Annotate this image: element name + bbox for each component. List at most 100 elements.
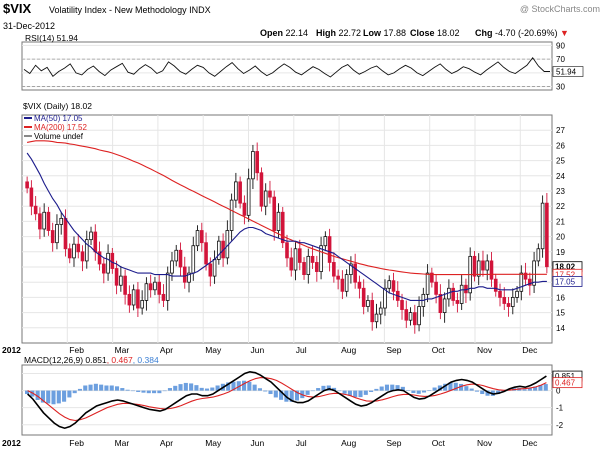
price-candle-body — [498, 290, 502, 298]
macd-histogram-bar — [67, 390, 72, 398]
price-candle-body — [170, 260, 174, 274]
macd-x-label: Jul — [296, 438, 307, 448]
price-candle-body — [191, 245, 196, 274]
macd-x-label: Aug — [341, 438, 356, 448]
rsi-last-value: 51.94 — [556, 68, 577, 77]
macd-x-label: Oct — [432, 438, 446, 448]
macd-title: MACD(12,26,9) 0.851, 0.467, 0.384 — [24, 355, 159, 365]
price-candle-body — [285, 242, 289, 259]
chart-date: 31-Dec-2012 — [3, 21, 55, 31]
ohlc-high: High 22.72 — [316, 28, 361, 38]
price-candle-body — [451, 287, 455, 301]
price-candle-body — [302, 262, 306, 276]
ohlc-value: 22.72 — [339, 28, 362, 38]
macd-histogram-bar — [93, 383, 98, 391]
macd-histogram-bar — [83, 385, 88, 391]
price-candle-body — [280, 211, 285, 244]
price-candle-body — [297, 248, 302, 263]
price-candle-body — [136, 289, 140, 309]
price-candle-body — [131, 289, 136, 306]
price-candle-body — [361, 287, 366, 307]
macd-histogram-bar — [421, 390, 427, 393]
price-candle-body — [144, 283, 149, 301]
price-candle-body — [391, 280, 396, 292]
price-candle-body — [195, 230, 200, 247]
rsi-y-tick-label: 30 — [556, 83, 565, 92]
macd-x-label: 2012 — [2, 438, 21, 448]
ohlc-value: 18.02 — [437, 28, 460, 38]
price-candle-body — [327, 236, 332, 263]
price-candle-body — [199, 230, 204, 244]
macd-histogram-bar — [411, 390, 416, 393]
macd-histogram-bar — [522, 389, 527, 391]
macd-histogram-bar — [30, 390, 35, 397]
macd-histogram-bar — [88, 384, 93, 391]
macd-histogram-bar — [337, 390, 342, 392]
price-frame — [21, 114, 553, 344]
price-candle-body — [425, 272, 430, 295]
price-candle-body — [140, 300, 144, 309]
price-x-label: Jun — [250, 345, 264, 355]
macd-histogram-bar — [416, 390, 421, 394]
header: $VIX Volatility Index - New Methodology … — [3, 1, 600, 38]
macd-histogram-bar — [294, 390, 300, 401]
price-candle-body — [383, 287, 387, 309]
macd-histogram-bar — [167, 388, 173, 391]
macd-histogram-bar — [242, 380, 247, 391]
price-x-label: Jul — [296, 345, 307, 355]
price-candle-body — [336, 275, 340, 280]
macd-histogram-bar — [125, 389, 130, 391]
macd-histogram-bar — [157, 390, 162, 394]
price-candle-body — [540, 202, 545, 250]
price-candle-body — [366, 300, 370, 307]
price-candle-body — [110, 252, 115, 269]
macd-histogram-bar — [199, 387, 204, 391]
price-y-tick-label: 27 — [556, 126, 565, 135]
price-candle-body — [272, 196, 277, 231]
price-x-label: Nov — [477, 345, 493, 355]
macd-histogram-bar — [215, 385, 220, 391]
price-candle-body — [25, 181, 29, 189]
macd-x-label: Nov — [477, 438, 493, 448]
price-candle-body — [72, 243, 76, 259]
macd-histogram-bar — [104, 385, 109, 391]
macd-histogram-bar — [384, 384, 390, 391]
macd-histogram-bar — [347, 390, 352, 396]
ohlc-chg: Chg -4.70 (-20.69%) ▼ — [475, 28, 569, 38]
macd-histogram-bar — [353, 390, 358, 398]
price-x-label: Oct — [432, 345, 446, 355]
price-candle-body — [523, 272, 528, 280]
price-candle-body — [255, 151, 259, 174]
price-candle-body — [306, 255, 311, 275]
price-candle-body — [212, 258, 217, 277]
macd-histogram-bar — [527, 388, 532, 391]
ohlc-low: Low 17.88 — [363, 28, 406, 38]
macd-histogram-bar — [210, 387, 215, 391]
macd-title-value: , 0.384 — [133, 355, 159, 365]
price-candle-body — [293, 248, 298, 271]
price-candle-body — [161, 293, 166, 301]
macd-histogram-bar — [141, 390, 146, 393]
macd-histogram-bar — [469, 388, 474, 391]
price-candle-body — [123, 275, 127, 295]
rsi-line — [23, 57, 550, 78]
price-candle-body — [459, 284, 464, 304]
price-y-tick-label: 20 — [556, 233, 565, 242]
macd-histogram-bar — [35, 390, 40, 400]
price-candle-body — [532, 260, 536, 286]
macd-histogram-bar — [173, 385, 178, 391]
price-candle-body — [481, 260, 485, 271]
price-candle-body — [400, 300, 404, 310]
ohlc-label: Chg — [475, 28, 495, 38]
price-candle-body — [157, 281, 161, 295]
price-candle-body — [276, 211, 281, 231]
macd-histogram-bar — [273, 390, 278, 398]
price-candle-body — [38, 213, 42, 230]
price-candle-body — [485, 260, 490, 271]
price-candle-body — [204, 242, 208, 265]
ohlc-summary: Open 22.14 High 22.72 Low 17.88 Close 18.02… — [260, 28, 569, 38]
price-last-value: 17.52 — [555, 270, 576, 279]
price-candle-body — [127, 293, 132, 306]
